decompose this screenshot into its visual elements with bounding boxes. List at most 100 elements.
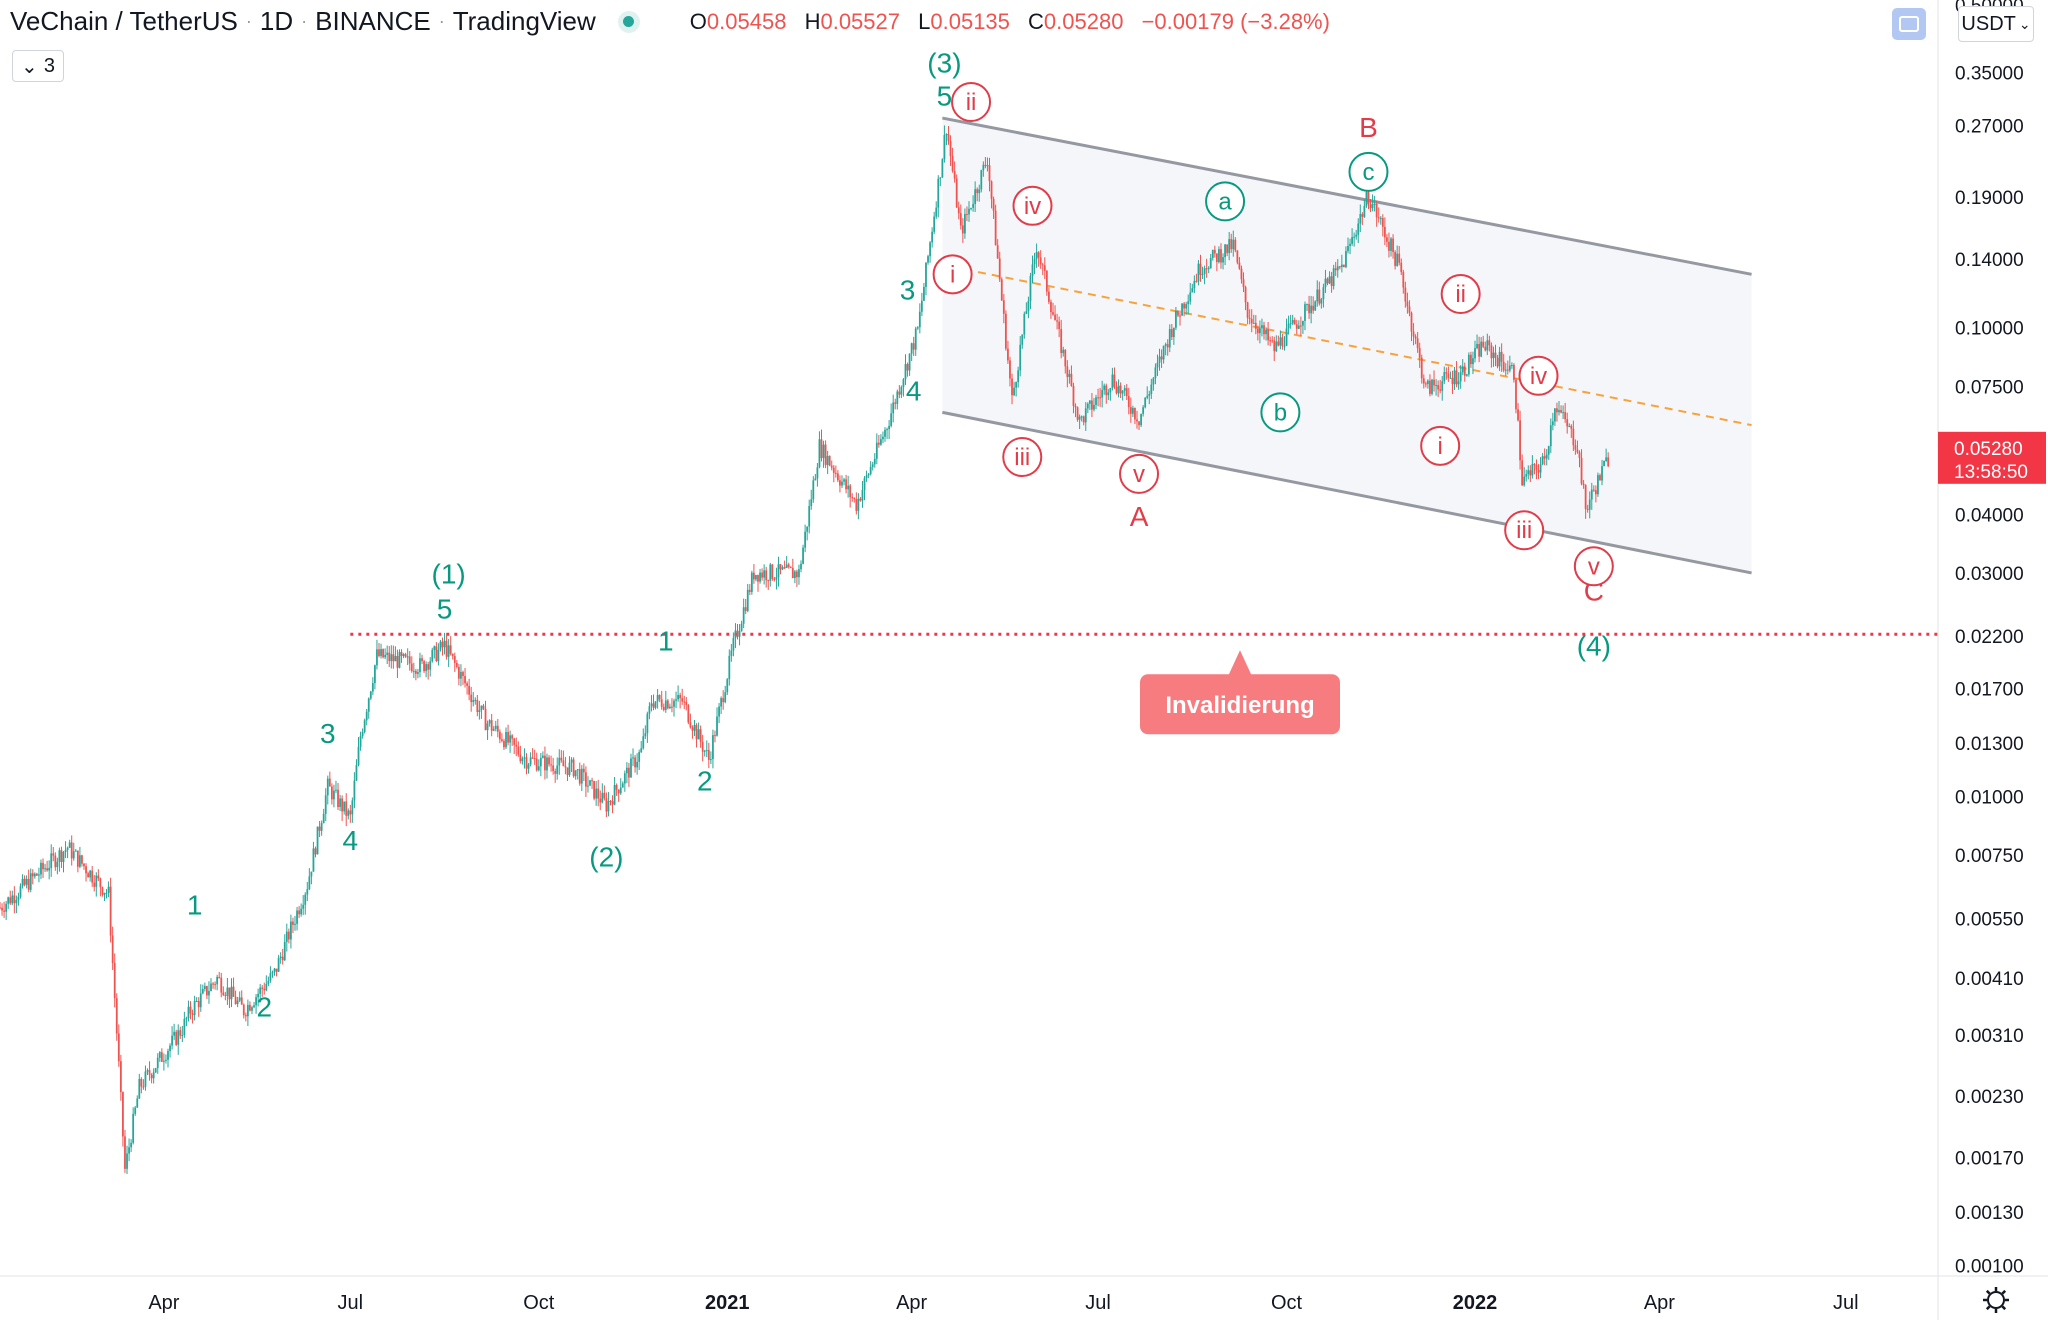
candle (1367, 191, 1370, 205)
candle (605, 798, 608, 812)
candle (509, 735, 512, 743)
indicators-collapse-button[interactable]: ⌄ 3 (12, 50, 64, 82)
candle (1554, 408, 1556, 422)
candle (300, 908, 303, 915)
gear-icon[interactable] (1983, 1287, 2009, 1313)
candle (357, 746, 360, 766)
candle (1107, 392, 1110, 396)
candle (1164, 344, 1167, 346)
candle (466, 683, 468, 686)
candle (126, 1153, 128, 1169)
candle (1383, 226, 1386, 238)
interval-label[interactable]: 1D (259, 6, 294, 36)
candle (1474, 348, 1476, 359)
candle (470, 694, 473, 703)
candle (761, 572, 763, 578)
symbol-name[interactable]: VeChain / TetherUS (10, 6, 238, 36)
candle (242, 1004, 245, 1016)
wave-circle-text: iv (1530, 363, 1547, 390)
candle (832, 467, 835, 473)
candle (535, 758, 538, 771)
candle (9, 897, 12, 904)
candle (839, 480, 841, 486)
wave-circle-text: v (1133, 461, 1145, 488)
candle (1523, 476, 1526, 486)
candle (1238, 262, 1241, 269)
candle (880, 439, 882, 445)
candle (1500, 351, 1503, 362)
candle (636, 761, 639, 768)
candle (1228, 239, 1231, 254)
candle (1443, 372, 1446, 382)
candle (31, 873, 34, 877)
candle (1275, 341, 1278, 352)
candle (517, 746, 520, 755)
candle (1322, 287, 1325, 300)
candle (554, 771, 557, 774)
currency-select[interactable]: USDT ⌄ (1958, 6, 2034, 42)
candle (521, 758, 524, 762)
candle (664, 700, 667, 710)
market-status-icon[interactable] (617, 10, 640, 33)
candle (1007, 348, 1009, 361)
candle (791, 567, 794, 579)
candle (1166, 344, 1169, 348)
candle (873, 458, 876, 465)
candle (1259, 328, 1261, 334)
candle (640, 748, 643, 753)
candle (312, 848, 315, 872)
candle (294, 923, 296, 925)
candle (654, 701, 657, 708)
wave-label: 2 (256, 991, 272, 1022)
candle (496, 725, 499, 732)
candle (582, 768, 585, 773)
candle (136, 1098, 139, 1108)
candle (263, 988, 266, 991)
candle (1019, 344, 1022, 371)
candle (882, 436, 884, 440)
candle (269, 973, 272, 981)
candle (1342, 264, 1345, 268)
candle (781, 567, 784, 570)
candle (1183, 303, 1186, 309)
wave-label: 4 (906, 375, 922, 406)
candle (658, 695, 661, 700)
candle (681, 698, 684, 702)
candle (716, 716, 718, 736)
candle (611, 801, 614, 805)
candle (1146, 395, 1149, 398)
candle (361, 732, 364, 737)
candle (433, 646, 436, 650)
candle (1209, 258, 1212, 269)
candle (1086, 403, 1089, 409)
candle (1015, 382, 1018, 388)
candle (1197, 263, 1200, 282)
candle (1332, 268, 1335, 287)
candle (234, 996, 237, 1005)
candle (576, 769, 579, 771)
candle (1414, 336, 1417, 339)
candle (988, 165, 991, 182)
candle (1490, 345, 1493, 359)
candle (845, 479, 847, 490)
candle (1424, 383, 1427, 385)
candle (220, 977, 223, 993)
candle (941, 159, 944, 178)
candle (1074, 405, 1077, 408)
price-tick-label: 0.01700 (1955, 680, 2024, 701)
candle (412, 670, 415, 672)
candle (21, 878, 24, 887)
candle (1513, 365, 1515, 380)
candles (0, 125, 1610, 1175)
wave-label: 1 (187, 890, 203, 921)
candle (1134, 408, 1136, 420)
candle (378, 649, 380, 656)
candle (914, 328, 917, 350)
candle (699, 729, 702, 742)
candle (1496, 357, 1499, 367)
wave-circle-label: i (1420, 425, 1461, 466)
candle (177, 1030, 180, 1045)
candle (1101, 389, 1104, 398)
maximize-icon[interactable] (1892, 8, 1926, 40)
